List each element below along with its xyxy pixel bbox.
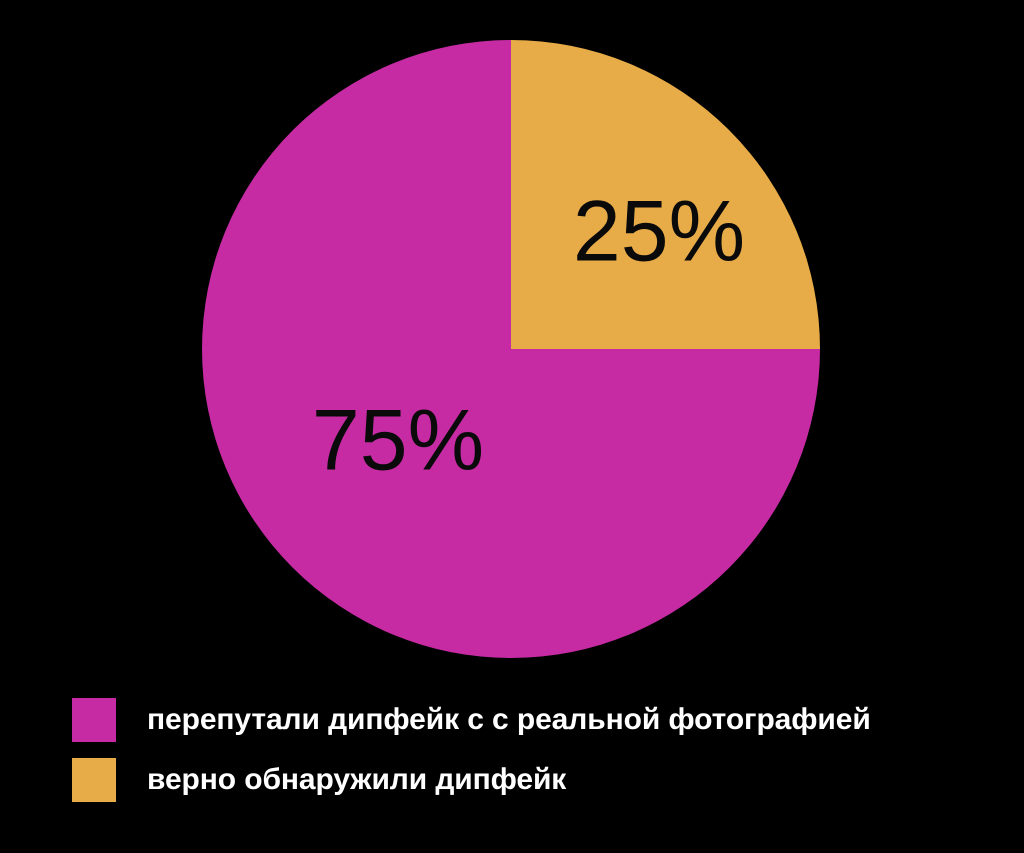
legend-item-mistook-deepfake[interactable]: перепутали дипфейк с с реальной фотограф… xyxy=(72,694,972,746)
legend-swatch-gold xyxy=(72,758,116,802)
legend-swatch-magenta xyxy=(72,698,116,742)
pie-svg: 25% 75% xyxy=(202,40,820,658)
pie-slice-correctly-detected[interactable] xyxy=(511,40,820,349)
pie-slice-label-25: 25% xyxy=(573,184,745,280)
legend-label-correctly-detected: верно обнаружили дипфейк xyxy=(147,763,567,796)
legend-item-correctly-detected[interactable]: верно обнаружили дипфейк xyxy=(72,754,972,806)
legend-label-mistook-deepfake: перепутали дипфейк с с реальной фотограф… xyxy=(147,703,871,736)
chart-legend: перепутали дипфейк с с реальной фотограф… xyxy=(72,694,972,814)
pie-slice-label-75: 75% xyxy=(312,393,484,489)
pie-plot-area: 25% 75% xyxy=(202,40,820,658)
